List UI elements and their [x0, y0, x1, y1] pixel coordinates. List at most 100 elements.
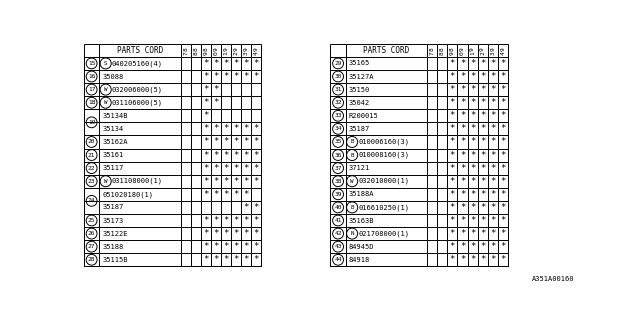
Text: 9: 9: [490, 48, 495, 52]
Text: 9: 9: [460, 48, 465, 52]
Text: *: *: [450, 72, 455, 81]
Text: *: *: [223, 255, 228, 264]
Text: *: *: [253, 255, 259, 264]
Text: *: *: [470, 216, 476, 225]
Text: *: *: [234, 255, 239, 264]
Text: 35165: 35165: [349, 60, 370, 67]
Text: *: *: [500, 164, 506, 173]
Text: *: *: [244, 164, 249, 173]
Text: *: *: [244, 190, 249, 199]
Text: *: *: [450, 85, 455, 94]
Text: 0: 0: [214, 51, 218, 55]
Bar: [330, 44, 508, 266]
Text: 19: 19: [88, 120, 95, 125]
Text: 35163B: 35163B: [349, 218, 374, 223]
Text: 032010000(1): 032010000(1): [358, 178, 410, 185]
Text: 8: 8: [450, 48, 455, 52]
Text: *: *: [234, 216, 239, 225]
Text: 15: 15: [88, 61, 95, 66]
Text: 36: 36: [334, 153, 342, 157]
Text: *: *: [223, 190, 228, 199]
Text: *: *: [223, 59, 228, 68]
Text: *: *: [253, 177, 259, 186]
Text: N: N: [350, 231, 354, 236]
Text: 9: 9: [470, 48, 475, 52]
Text: *: *: [204, 59, 209, 68]
Text: *: *: [470, 255, 476, 264]
Text: 35127A: 35127A: [349, 74, 374, 79]
Text: *: *: [253, 150, 259, 160]
Text: *: *: [470, 98, 476, 107]
Text: *: *: [253, 124, 259, 133]
Text: *: *: [470, 138, 476, 147]
Text: W: W: [104, 179, 108, 184]
Text: *: *: [450, 164, 455, 173]
Text: *: *: [490, 177, 495, 186]
Text: 37121: 37121: [349, 165, 370, 171]
Text: *: *: [470, 177, 476, 186]
Text: 35088: 35088: [102, 74, 124, 79]
Text: 33: 33: [334, 113, 342, 118]
Text: 40: 40: [334, 205, 342, 210]
Text: *: *: [490, 59, 495, 68]
Text: *: *: [480, 164, 485, 173]
Text: *: *: [244, 216, 249, 225]
Text: *: *: [213, 124, 219, 133]
Text: 9: 9: [450, 51, 455, 55]
Text: 040205160(4): 040205160(4): [112, 60, 163, 67]
Text: *: *: [234, 242, 239, 251]
Text: *: *: [213, 255, 219, 264]
Text: 35115B: 35115B: [102, 257, 128, 263]
Text: 031106000(5): 031106000(5): [112, 100, 163, 106]
Text: 2: 2: [234, 51, 239, 55]
Text: *: *: [223, 177, 228, 186]
Text: *: *: [234, 190, 239, 199]
Text: *: *: [223, 229, 228, 238]
Text: 8: 8: [193, 51, 198, 55]
Text: 7: 7: [183, 51, 188, 55]
Text: W: W: [104, 100, 108, 105]
Text: 9: 9: [223, 48, 228, 52]
Text: 37: 37: [334, 166, 342, 171]
Text: *: *: [213, 242, 219, 251]
Text: *: *: [470, 150, 476, 160]
Text: *: *: [450, 255, 455, 264]
Text: 35161: 35161: [102, 152, 124, 158]
Text: *: *: [480, 216, 485, 225]
Text: *: *: [244, 150, 249, 160]
Text: *: *: [460, 85, 465, 94]
Text: 26: 26: [88, 231, 95, 236]
Text: 010008160(3): 010008160(3): [358, 152, 410, 158]
Text: *: *: [244, 72, 249, 81]
Text: *: *: [253, 72, 259, 81]
Text: *: *: [470, 229, 476, 238]
Text: *: *: [460, 111, 465, 120]
Text: B: B: [350, 205, 354, 210]
Text: *: *: [223, 216, 228, 225]
Text: *: *: [500, 190, 506, 199]
Text: *: *: [500, 59, 506, 68]
Text: 9: 9: [214, 48, 218, 52]
Text: *: *: [480, 177, 485, 186]
Text: *: *: [490, 138, 495, 147]
Text: *: *: [213, 59, 219, 68]
Text: *: *: [244, 229, 249, 238]
Text: *: *: [244, 59, 249, 68]
Text: *: *: [450, 242, 455, 251]
Text: 20: 20: [88, 140, 95, 144]
Text: *: *: [213, 138, 219, 147]
Text: *: *: [204, 111, 209, 120]
Text: *: *: [460, 177, 465, 186]
Text: *: *: [480, 255, 485, 264]
Text: *: *: [244, 203, 249, 212]
Text: 9: 9: [244, 48, 249, 52]
Text: *: *: [234, 72, 239, 81]
Text: 16: 16: [88, 74, 95, 79]
Text: *: *: [490, 190, 495, 199]
Text: *: *: [244, 177, 249, 186]
Text: *: *: [244, 138, 249, 147]
Text: *: *: [234, 229, 239, 238]
Text: *: *: [253, 164, 259, 173]
Text: *: *: [204, 124, 209, 133]
Text: *: *: [480, 85, 485, 94]
